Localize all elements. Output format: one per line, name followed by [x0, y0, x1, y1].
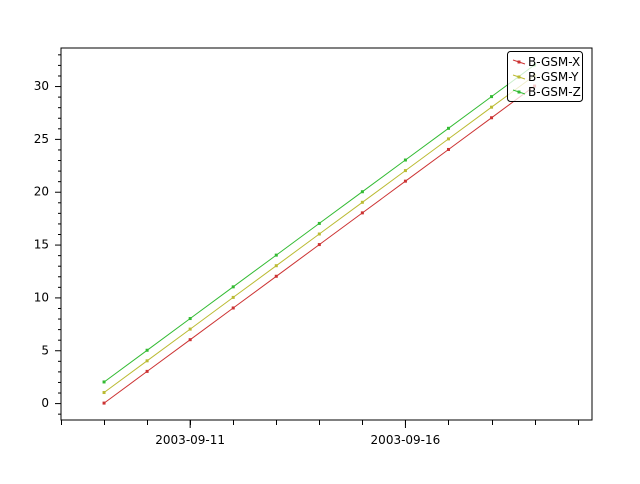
legend: B-GSM-XB-GSM-YB-GSM-Z [507, 51, 583, 102]
y-tick-label: 0 [41, 396, 49, 410]
data-point [231, 306, 235, 310]
data-point [274, 264, 278, 268]
data-point [446, 126, 450, 130]
data-point [102, 391, 106, 395]
data-point [274, 274, 278, 278]
data-point [446, 147, 450, 151]
data-point [231, 285, 235, 289]
data-point [188, 338, 192, 342]
data-point [188, 327, 192, 331]
data-point [403, 169, 407, 173]
legend-marker-icon [517, 90, 521, 94]
data-point [360, 211, 364, 215]
data-point [490, 95, 494, 99]
legend-label: B-GSM-Y [528, 70, 579, 84]
legend-label: B-GSM-Z [528, 85, 581, 99]
data-point [490, 116, 494, 120]
data-point [403, 158, 407, 162]
legend-label: B-GSM-X [528, 55, 580, 69]
data-point [274, 253, 278, 257]
data-point [317, 232, 321, 236]
data-point [145, 348, 149, 352]
y-tick-label: 25 [34, 132, 49, 146]
legend-box [507, 51, 583, 102]
y-tick-label: 15 [34, 238, 49, 252]
data-point [102, 380, 106, 384]
legend-marker-icon [517, 75, 521, 79]
legend-marker-icon [517, 60, 521, 64]
data-point [102, 401, 106, 405]
y-tick-label: 5 [41, 343, 49, 357]
data-point [360, 190, 364, 194]
plot-area [60, 47, 593, 421]
x-tick-label: 2003-09-16 [371, 433, 441, 447]
y-tick-label: 10 [34, 290, 49, 304]
data-point [188, 317, 192, 321]
data-point [317, 221, 321, 225]
data-point [446, 137, 450, 141]
data-point [317, 243, 321, 247]
data-point [231, 295, 235, 299]
x-tick-label: 2003-09-11 [155, 433, 225, 447]
data-point [145, 369, 149, 373]
data-point [360, 200, 364, 204]
data-point [490, 105, 494, 109]
data-point [403, 179, 407, 183]
y-tick-label: 30 [34, 79, 49, 93]
data-point [145, 359, 149, 363]
y-tick-label: 20 [34, 185, 49, 199]
